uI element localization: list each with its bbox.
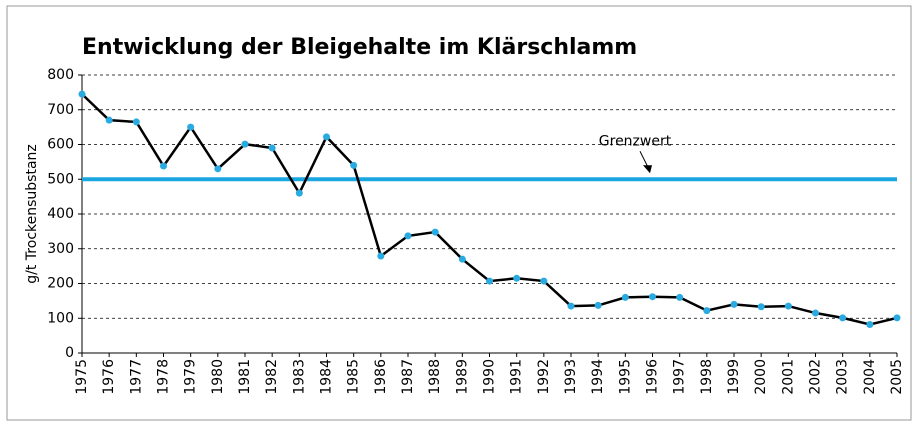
- y-tick-label: 700: [47, 102, 74, 118]
- data-point: [513, 274, 521, 282]
- x-tick-label: 1994: [590, 359, 606, 395]
- y-tick-label: 300: [47, 241, 74, 257]
- y-axis-label: g/t Trockensubstanz: [24, 144, 40, 283]
- y-tick-label: 800: [47, 67, 74, 83]
- data-point: [812, 309, 819, 317]
- data-point: [649, 293, 656, 301]
- x-tick-label: 1991: [509, 359, 525, 395]
- x-tick-label: 1981: [237, 359, 253, 395]
- data-point: [866, 321, 874, 329]
- y-tick-label: 0: [65, 345, 74, 361]
- annotation: Grenzwert: [599, 133, 672, 149]
- data-point: [839, 314, 847, 322]
- y-tick-label: 400: [47, 206, 74, 222]
- x-tick-label: 1979: [183, 359, 199, 395]
- x-tick-label: 1978: [156, 359, 172, 395]
- x-tick-label: 1980: [210, 359, 226, 395]
- x-tick-label: 1993: [563, 359, 579, 395]
- x-tick-label: 1997: [672, 359, 688, 395]
- x-tick-label: 1985: [346, 359, 362, 395]
- y-tick-label: 600: [47, 137, 74, 153]
- data-point: [784, 302, 792, 310]
- x-tick-label: 1999: [726, 359, 742, 395]
- data-point: [730, 300, 738, 308]
- x-tick-label: 1995: [617, 359, 633, 395]
- data-point: [757, 303, 765, 311]
- frame: [6, 5, 912, 421]
- x-tick-label: 1986: [373, 359, 389, 395]
- data-point: [594, 301, 602, 309]
- data-point: [160, 162, 167, 170]
- x-tick-label: 1996: [645, 359, 661, 395]
- data-point: [404, 232, 412, 240]
- data-point: [621, 293, 629, 301]
- data-point: [540, 277, 548, 285]
- data-point: [431, 228, 439, 236]
- x-tick-label: 2004: [862, 359, 878, 395]
- data-point: [187, 123, 195, 131]
- x-tick-label: 1982: [264, 359, 280, 395]
- y-tick-label: 100: [47, 310, 74, 326]
- data-point: [268, 144, 276, 152]
- y-tick-label: 200: [47, 276, 74, 292]
- data-line: [81, 93, 898, 326]
- x-tick-label: 2002: [808, 359, 824, 395]
- data-point: [486, 277, 493, 285]
- data-point: [567, 302, 575, 310]
- x-tick-label: 1989: [454, 359, 470, 395]
- x-tick-label: 1987: [400, 359, 416, 395]
- data-point: [377, 252, 385, 260]
- data-point: [350, 161, 358, 169]
- data-point: [132, 118, 140, 126]
- x-tick-label: 2005: [889, 359, 905, 395]
- x-tick-label: 1976: [101, 359, 117, 395]
- data-point: [214, 165, 222, 173]
- data-point: [295, 189, 303, 197]
- x-tick-label: 1992: [536, 359, 552, 395]
- annotation-arrowhead: [643, 165, 652, 174]
- data-point: [241, 140, 249, 148]
- x-tick-label: 1988: [427, 359, 443, 395]
- x-tick-label: 1975: [74, 359, 90, 395]
- x-tick-label: 2003: [835, 359, 851, 395]
- chart-title: Entwicklung der Bleigehalte im Klärschla…: [82, 35, 637, 60]
- x-tick-label: 1984: [319, 359, 335, 395]
- x-tick-label: 2001: [780, 359, 796, 395]
- data-point: [458, 255, 466, 263]
- data-point: [893, 314, 901, 322]
- x-tick-label: 1977: [128, 359, 144, 395]
- data-point: [78, 90, 86, 98]
- data-point: [676, 293, 684, 301]
- data-point: [323, 133, 330, 141]
- x-tick-label: 1990: [482, 359, 498, 395]
- y-tick-label: 500: [47, 171, 74, 187]
- data-point: [703, 307, 711, 315]
- data-point: [105, 116, 113, 124]
- x-tick-label: 1998: [699, 359, 715, 395]
- x-tick-label: 1983: [291, 359, 307, 395]
- x-tick-label: 2000: [753, 359, 769, 395]
